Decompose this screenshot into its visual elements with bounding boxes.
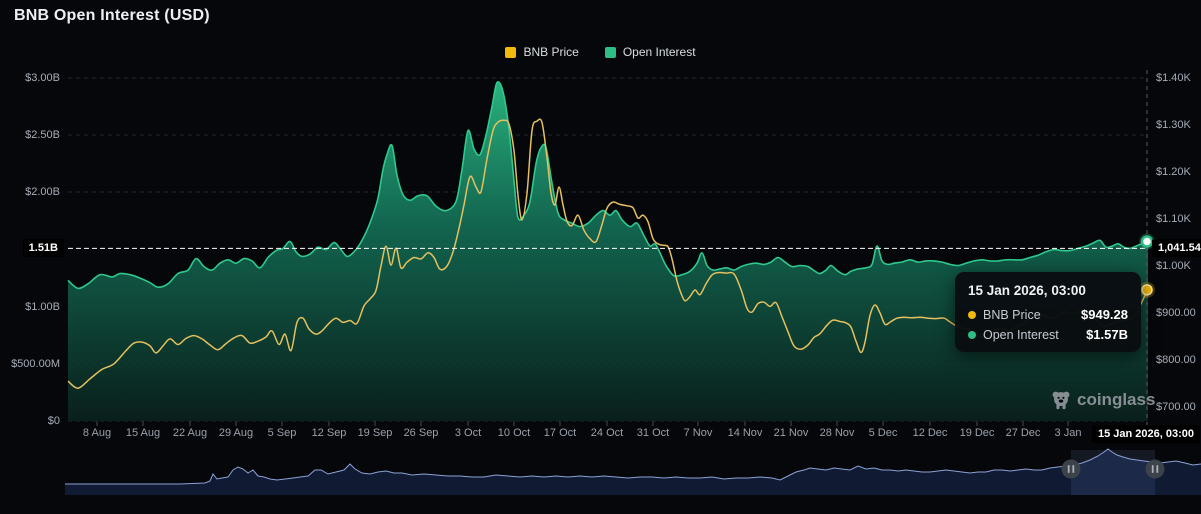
y-axis-label: $700.00 bbox=[1156, 401, 1196, 413]
coinglass-watermark: coinglass bbox=[1050, 389, 1155, 411]
y-axis-label: $1.30K bbox=[1156, 119, 1191, 131]
x-axis-label: 27 Dec bbox=[1005, 427, 1041, 439]
right-axis-last-value-badge: 1,041.54 bbox=[1152, 239, 1201, 258]
x-axis-label: 22 Aug bbox=[172, 427, 208, 439]
x-axis-label: 17 Oct bbox=[543, 427, 577, 439]
x-axis-label: 19 Sep bbox=[357, 427, 393, 439]
legend: BNB Price Open Interest bbox=[0, 45, 1201, 59]
tooltip-label: BNB Price bbox=[983, 307, 1041, 322]
x-axis-label: 12 Dec bbox=[912, 427, 948, 439]
open-interest-line bbox=[67, 81, 1149, 290]
x-axis-label: 31 Oct bbox=[636, 427, 670, 439]
bnb-price-dot-icon bbox=[968, 310, 976, 319]
y-axis-label: $1.00K bbox=[1156, 260, 1191, 272]
x-axis-label: 24 Oct bbox=[590, 427, 624, 439]
x-axis-label: 26 Sep bbox=[403, 427, 439, 439]
y-axis-label: $900.00 bbox=[1156, 307, 1196, 319]
legend-item-bnb-price[interactable]: BNB Price bbox=[505, 45, 579, 59]
open-interest-swatch bbox=[604, 46, 616, 58]
tooltip-value: $949.28 bbox=[1081, 307, 1128, 322]
left-axis-last-value-badge: 1.51B bbox=[22, 239, 64, 258]
y-axis-label: $3.00B bbox=[25, 72, 60, 84]
y-axis-label: $800.00 bbox=[1156, 354, 1196, 366]
tooltip-date: 15 Jan 2026, 03:00 bbox=[968, 283, 1086, 298]
y-axis-label: $1.00B bbox=[25, 301, 60, 313]
legend-item-open-interest[interactable]: Open Interest bbox=[604, 45, 696, 59]
x-axis-label: 3 Oct bbox=[454, 427, 482, 439]
bnb-price-swatch bbox=[505, 46, 517, 58]
x-axis-label: 3 Jan bbox=[1054, 427, 1082, 439]
x-axis-hover-badge: 15 Jan 2026, 03:00 bbox=[1091, 425, 1200, 443]
x-axis-label: 5 Sep bbox=[267, 427, 297, 439]
x-axis-label: 19 Dec bbox=[959, 427, 995, 439]
open-interest-area bbox=[68, 81, 1148, 422]
bnb-price-endpoint-dot bbox=[1141, 284, 1153, 296]
x-axis-label: 10 Oct bbox=[497, 427, 531, 439]
coinglass-bear-icon bbox=[1052, 391, 1070, 410]
x-axis-label: 8 Aug bbox=[82, 427, 112, 439]
y-axis-label: $500.00M bbox=[11, 358, 60, 370]
x-axis-tick-marks bbox=[96, 421, 1069, 426]
tooltip-value: $1.57B bbox=[1086, 327, 1128, 342]
legend-label: Open Interest bbox=[622, 45, 696, 59]
x-axis-label: 5 Dec bbox=[868, 427, 898, 439]
tooltip-label: Open Interest bbox=[983, 327, 1059, 342]
navigator-area[interactable] bbox=[65, 449, 1201, 495]
chart-tooltip: 15 Jan 2026, 03:00 BNB Price $949.28 Ope… bbox=[955, 272, 1141, 352]
open-interest-dot-icon bbox=[968, 330, 976, 339]
x-axis-label: 29 Aug bbox=[218, 427, 254, 439]
bnb-price-line bbox=[67, 118, 1149, 389]
x-axis-label: 28 Nov bbox=[819, 427, 855, 439]
navigator-line bbox=[65, 448, 1201, 485]
y-axis-label: $0 bbox=[47, 415, 60, 427]
x-axis-label: 12 Sep bbox=[311, 427, 347, 439]
x-axis-label: 7 Nov bbox=[683, 427, 713, 439]
open-interest-endpoint-dot bbox=[1140, 235, 1154, 248]
watermark-text: coinglass bbox=[1077, 390, 1156, 409]
y-axis-label: $1.20K bbox=[1156, 166, 1191, 178]
navigator-handle-right[interactable] bbox=[1145, 459, 1165, 479]
x-axis-label: 14 Nov bbox=[727, 427, 763, 439]
y-axis-label: $2.00B bbox=[25, 186, 60, 198]
navigator-selection[interactable] bbox=[1071, 450, 1155, 495]
navigator-handle-left[interactable] bbox=[1061, 459, 1081, 479]
y-axis-label: $1.40K bbox=[1156, 72, 1191, 84]
y-axis-label: $1.10K bbox=[1156, 213, 1191, 225]
y-axis-label: $2.50B bbox=[25, 129, 60, 141]
tooltip-row-open-interest: Open Interest $1.57B bbox=[968, 327, 1128, 342]
legend-label: BNB Price bbox=[523, 45, 579, 59]
tooltip-row-bnb-price: BNB Price $949.28 bbox=[968, 307, 1128, 322]
page-title: BNB Open Interest (USD) bbox=[14, 7, 210, 24]
navigator[interactable] bbox=[65, 448, 1201, 495]
x-axis-label: 21 Nov bbox=[773, 427, 809, 439]
x-axis-label: 15 Aug bbox=[125, 427, 161, 439]
